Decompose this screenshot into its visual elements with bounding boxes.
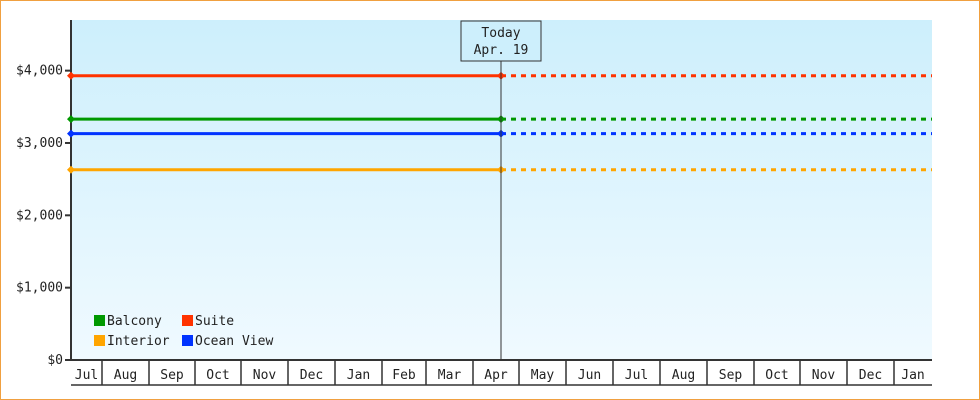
- series-point: [67, 165, 75, 174]
- legend-label: Balcony: [107, 314, 162, 329]
- series-point: [67, 71, 75, 80]
- x-tick-label: Nov: [812, 368, 836, 383]
- series-point: [67, 129, 75, 138]
- y-tick-label: $0: [47, 353, 63, 368]
- x-tick-label: Sep: [719, 368, 743, 383]
- x-tick-label: Dec: [300, 368, 323, 383]
- legend-swatch: [182, 335, 193, 346]
- x-tick-label: Jul: [625, 368, 648, 383]
- legend-label: Interior: [107, 334, 170, 349]
- y-tick-label: $2,000: [16, 208, 63, 223]
- x-tick-label: Jan: [347, 368, 370, 383]
- x-tick-label: Dec: [859, 368, 882, 383]
- today-date: Apr. 19: [474, 43, 529, 58]
- legend-label: Ocean View: [195, 334, 273, 349]
- today-label: Today: [481, 26, 520, 41]
- x-tick-label: Mar: [438, 368, 462, 383]
- x-tick-label: Aug: [672, 368, 695, 383]
- y-tick-label: $3,000: [16, 136, 63, 151]
- x-tick-label: Jul: [75, 368, 98, 383]
- x-tick-label: Apr: [484, 368, 508, 383]
- legend-swatch: [94, 335, 105, 346]
- x-tick-label: Aug: [114, 368, 137, 383]
- x-tick-label: Oct: [765, 368, 788, 383]
- legend-swatch: [182, 315, 193, 326]
- x-tick-label: Nov: [253, 368, 277, 383]
- x-tick-label: May: [531, 368, 555, 383]
- series-point: [67, 115, 75, 124]
- y-tick-label: $4,000: [16, 64, 63, 79]
- x-tick-label: Jun: [578, 368, 601, 383]
- x-tick-label: Jan: [901, 368, 924, 383]
- x-tick-label: Feb: [392, 368, 416, 383]
- today-label-box: [460, 20, 542, 62]
- y-tick-label: $1,000: [16, 281, 63, 296]
- legend-label: Suite: [195, 314, 234, 329]
- legend-swatch: [94, 315, 105, 326]
- x-tick-label: Oct: [206, 368, 229, 383]
- x-tick-label: Sep: [160, 368, 184, 383]
